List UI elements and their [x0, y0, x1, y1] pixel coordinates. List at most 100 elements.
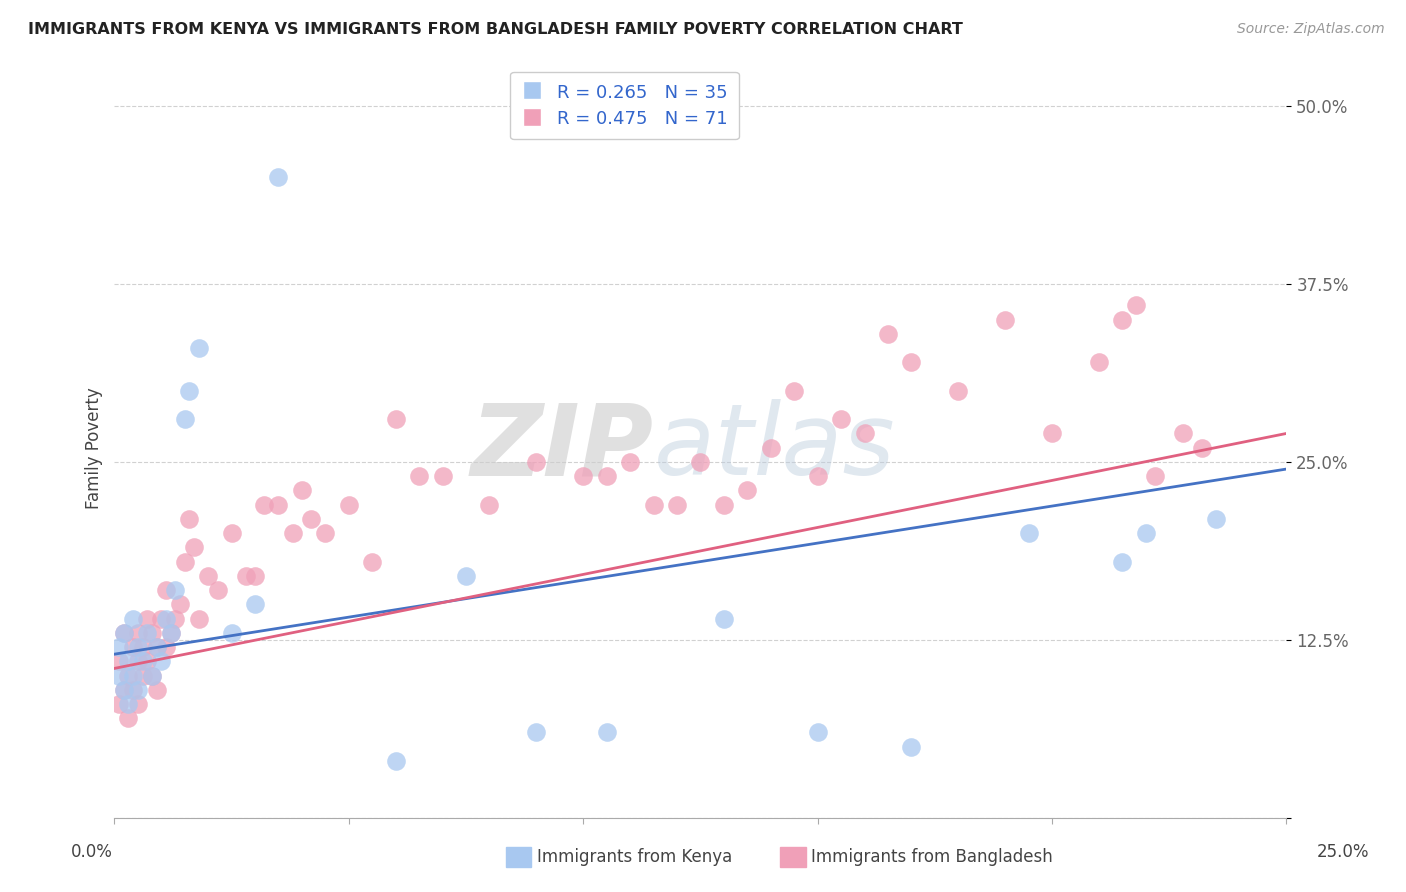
Point: [179, 512, 201, 526]
Point: [524, 725, 547, 739]
Point: [235, 569, 257, 583]
Point: [155, 640, 177, 654]
Point: [713, 498, 735, 512]
Point: [197, 569, 219, 583]
Point: [122, 682, 145, 697]
Point: [179, 384, 201, 398]
Point: [108, 697, 131, 711]
Point: [807, 469, 830, 483]
Point: [150, 611, 173, 625]
Point: [853, 426, 876, 441]
Point: [900, 739, 922, 754]
Point: [145, 640, 167, 654]
Point: [207, 583, 229, 598]
Point: [337, 498, 360, 512]
Point: [165, 583, 187, 598]
Point: [595, 725, 617, 739]
Point: [165, 611, 187, 625]
Point: [572, 469, 595, 483]
Point: [122, 640, 145, 654]
Point: [117, 697, 139, 711]
Point: [713, 611, 735, 625]
Point: [108, 640, 131, 654]
Text: IMMIGRANTS FROM KENYA VS IMMIGRANTS FROM BANGLADESH FAMILY POVERTY CORRELATION C: IMMIGRANTS FROM KENYA VS IMMIGRANTS FROM…: [28, 22, 963, 37]
Text: 25.0%: 25.0%: [1316, 843, 1369, 861]
Point: [108, 654, 131, 668]
Point: [948, 384, 970, 398]
Point: [281, 526, 304, 541]
Point: [117, 668, 139, 682]
Point: [299, 512, 322, 526]
Point: [689, 455, 711, 469]
Point: [666, 498, 689, 512]
Text: ZIP: ZIP: [471, 400, 654, 496]
Point: [108, 668, 131, 682]
Text: Immigrants from Kenya: Immigrants from Kenya: [537, 848, 733, 866]
Point: [127, 654, 149, 668]
Point: [127, 640, 149, 654]
Point: [900, 355, 922, 369]
Text: Source: ZipAtlas.com: Source: ZipAtlas.com: [1237, 22, 1385, 37]
Point: [141, 668, 163, 682]
Point: [384, 412, 406, 426]
Point: [454, 569, 477, 583]
Point: [117, 711, 139, 725]
Point: [122, 668, 145, 682]
Point: [408, 469, 430, 483]
Point: [169, 597, 191, 611]
Point: [384, 754, 406, 768]
Point: [1111, 312, 1133, 326]
Point: [830, 412, 852, 426]
Point: [159, 625, 181, 640]
Point: [1135, 526, 1157, 541]
Point: [173, 412, 195, 426]
Point: [759, 441, 782, 455]
Point: [155, 611, 177, 625]
Y-axis label: Family Poverty: Family Poverty: [86, 387, 103, 508]
Point: [136, 611, 159, 625]
Point: [1205, 512, 1227, 526]
Point: [159, 625, 181, 640]
Point: [136, 654, 159, 668]
Point: [243, 569, 266, 583]
Point: [1125, 298, 1147, 312]
Point: [361, 555, 384, 569]
Point: [155, 583, 177, 598]
Point: [173, 555, 195, 569]
Point: [807, 725, 830, 739]
Point: [221, 526, 243, 541]
Point: [112, 682, 135, 697]
Point: [643, 498, 665, 512]
Point: [131, 640, 153, 654]
Point: [127, 682, 149, 697]
Point: [150, 654, 173, 668]
Point: [112, 625, 135, 640]
Point: [145, 640, 167, 654]
Point: [253, 498, 276, 512]
Point: [122, 611, 145, 625]
Point: [1173, 426, 1195, 441]
Point: [1111, 555, 1133, 569]
Point: [112, 625, 135, 640]
Text: atlas: atlas: [654, 400, 896, 496]
Point: [291, 483, 314, 498]
Point: [145, 682, 167, 697]
Point: [141, 668, 163, 682]
Point: [136, 625, 159, 640]
Point: [432, 469, 454, 483]
Point: [1144, 469, 1167, 483]
Point: [267, 170, 290, 185]
Point: [314, 526, 336, 541]
Point: [117, 654, 139, 668]
Point: [1018, 526, 1040, 541]
Point: [243, 597, 266, 611]
Point: [131, 668, 153, 682]
Point: [141, 625, 163, 640]
Point: [187, 341, 209, 355]
Text: Immigrants from Bangladesh: Immigrants from Bangladesh: [811, 848, 1053, 866]
Point: [737, 483, 759, 498]
Point: [183, 541, 205, 555]
Point: [131, 654, 153, 668]
Point: [595, 469, 617, 483]
Point: [267, 498, 290, 512]
